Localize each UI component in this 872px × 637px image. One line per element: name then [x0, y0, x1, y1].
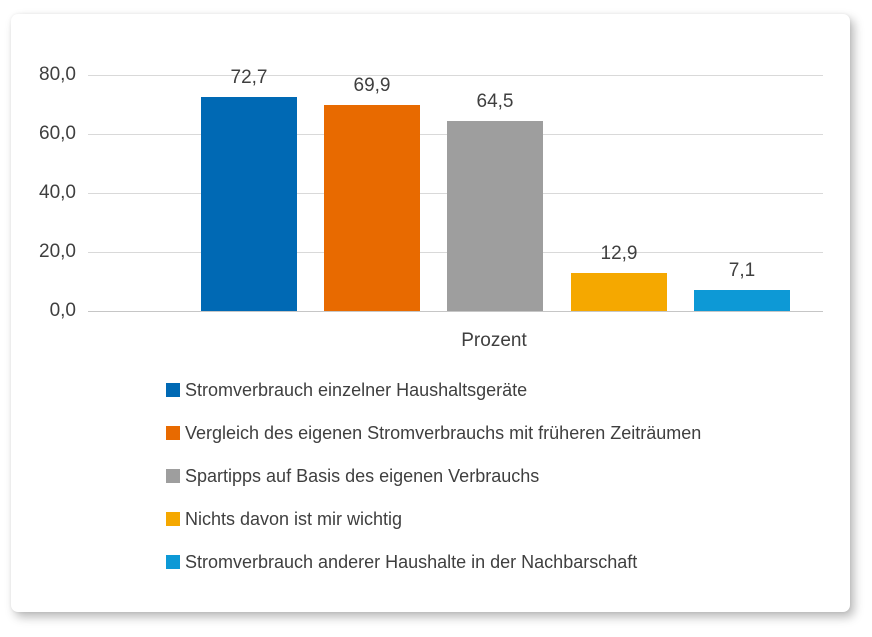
legend-marker-icon	[166, 426, 180, 440]
bar-value-label-5: 7,1	[728, 260, 756, 281]
legend-label: Nichts davon ist mir wichtig	[185, 508, 403, 529]
x-axis-line	[88, 311, 823, 312]
y-tick-label-40: 40,0	[39, 182, 76, 203]
bar-4	[571, 273, 667, 311]
bar-1	[201, 97, 297, 311]
legend-item-2: Vergleich des eigenen Stromverbrauchs mi…	[166, 422, 701, 444]
chart-card: 0,0 20,0 40,0 60,0 80,0 72,7 69,9 64,5 12,9 7,1 P…	[11, 14, 850, 612]
legend-marker-icon	[166, 512, 180, 526]
legend-item-1: Stromverbrauch einzelner Haushaltsgeräte	[166, 379, 527, 401]
bar-value-label-3: 64,5	[476, 91, 514, 112]
legend-item-4: Nichts davon ist mir wichtig	[166, 508, 402, 530]
legend-label: Stromverbrauch einzelner Haushaltsgeräte	[185, 379, 528, 400]
plot-area: 0,0 20,0 40,0 60,0 80,0 72,7 69,9 64,5 12,9 7,1	[11, 14, 850, 374]
bar-value-label-4: 12,9	[600, 243, 638, 264]
y-tick-label-0: 0,0	[49, 300, 76, 321]
y-tick-label-80: 80,0	[39, 64, 76, 85]
bar-value-label-1: 72,7	[230, 67, 268, 88]
legend-marker-icon	[166, 383, 180, 397]
bar-5	[694, 290, 790, 311]
bar-2	[324, 105, 420, 311]
legend-marker-icon	[166, 555, 180, 569]
legend-label: Spartipps auf Basis des eigenen Verbrauc…	[185, 465, 540, 486]
bar-3	[447, 121, 543, 311]
legend-label: Stromverbrauch anderer Haushalte in der …	[185, 551, 638, 572]
legend-item-3: Spartipps auf Basis des eigenen Verbrauc…	[166, 465, 539, 487]
legend-label: Vergleich des eigenen Stromverbrauchs mi…	[185, 422, 702, 443]
y-tick-label-20: 20,0	[39, 241, 76, 262]
legend-marker-icon	[166, 469, 180, 483]
legend-item-5: Stromverbrauch anderer Haushalte in der …	[166, 551, 637, 573]
legend: Stromverbrauch einzelner Haushaltsgeräte…	[166, 14, 846, 612]
y-tick-label-60: 60,0	[39, 123, 76, 144]
x-axis-label: Prozent	[461, 330, 527, 351]
gridline-80	[88, 75, 823, 76]
bar-value-label-2: 69,9	[353, 75, 391, 96]
